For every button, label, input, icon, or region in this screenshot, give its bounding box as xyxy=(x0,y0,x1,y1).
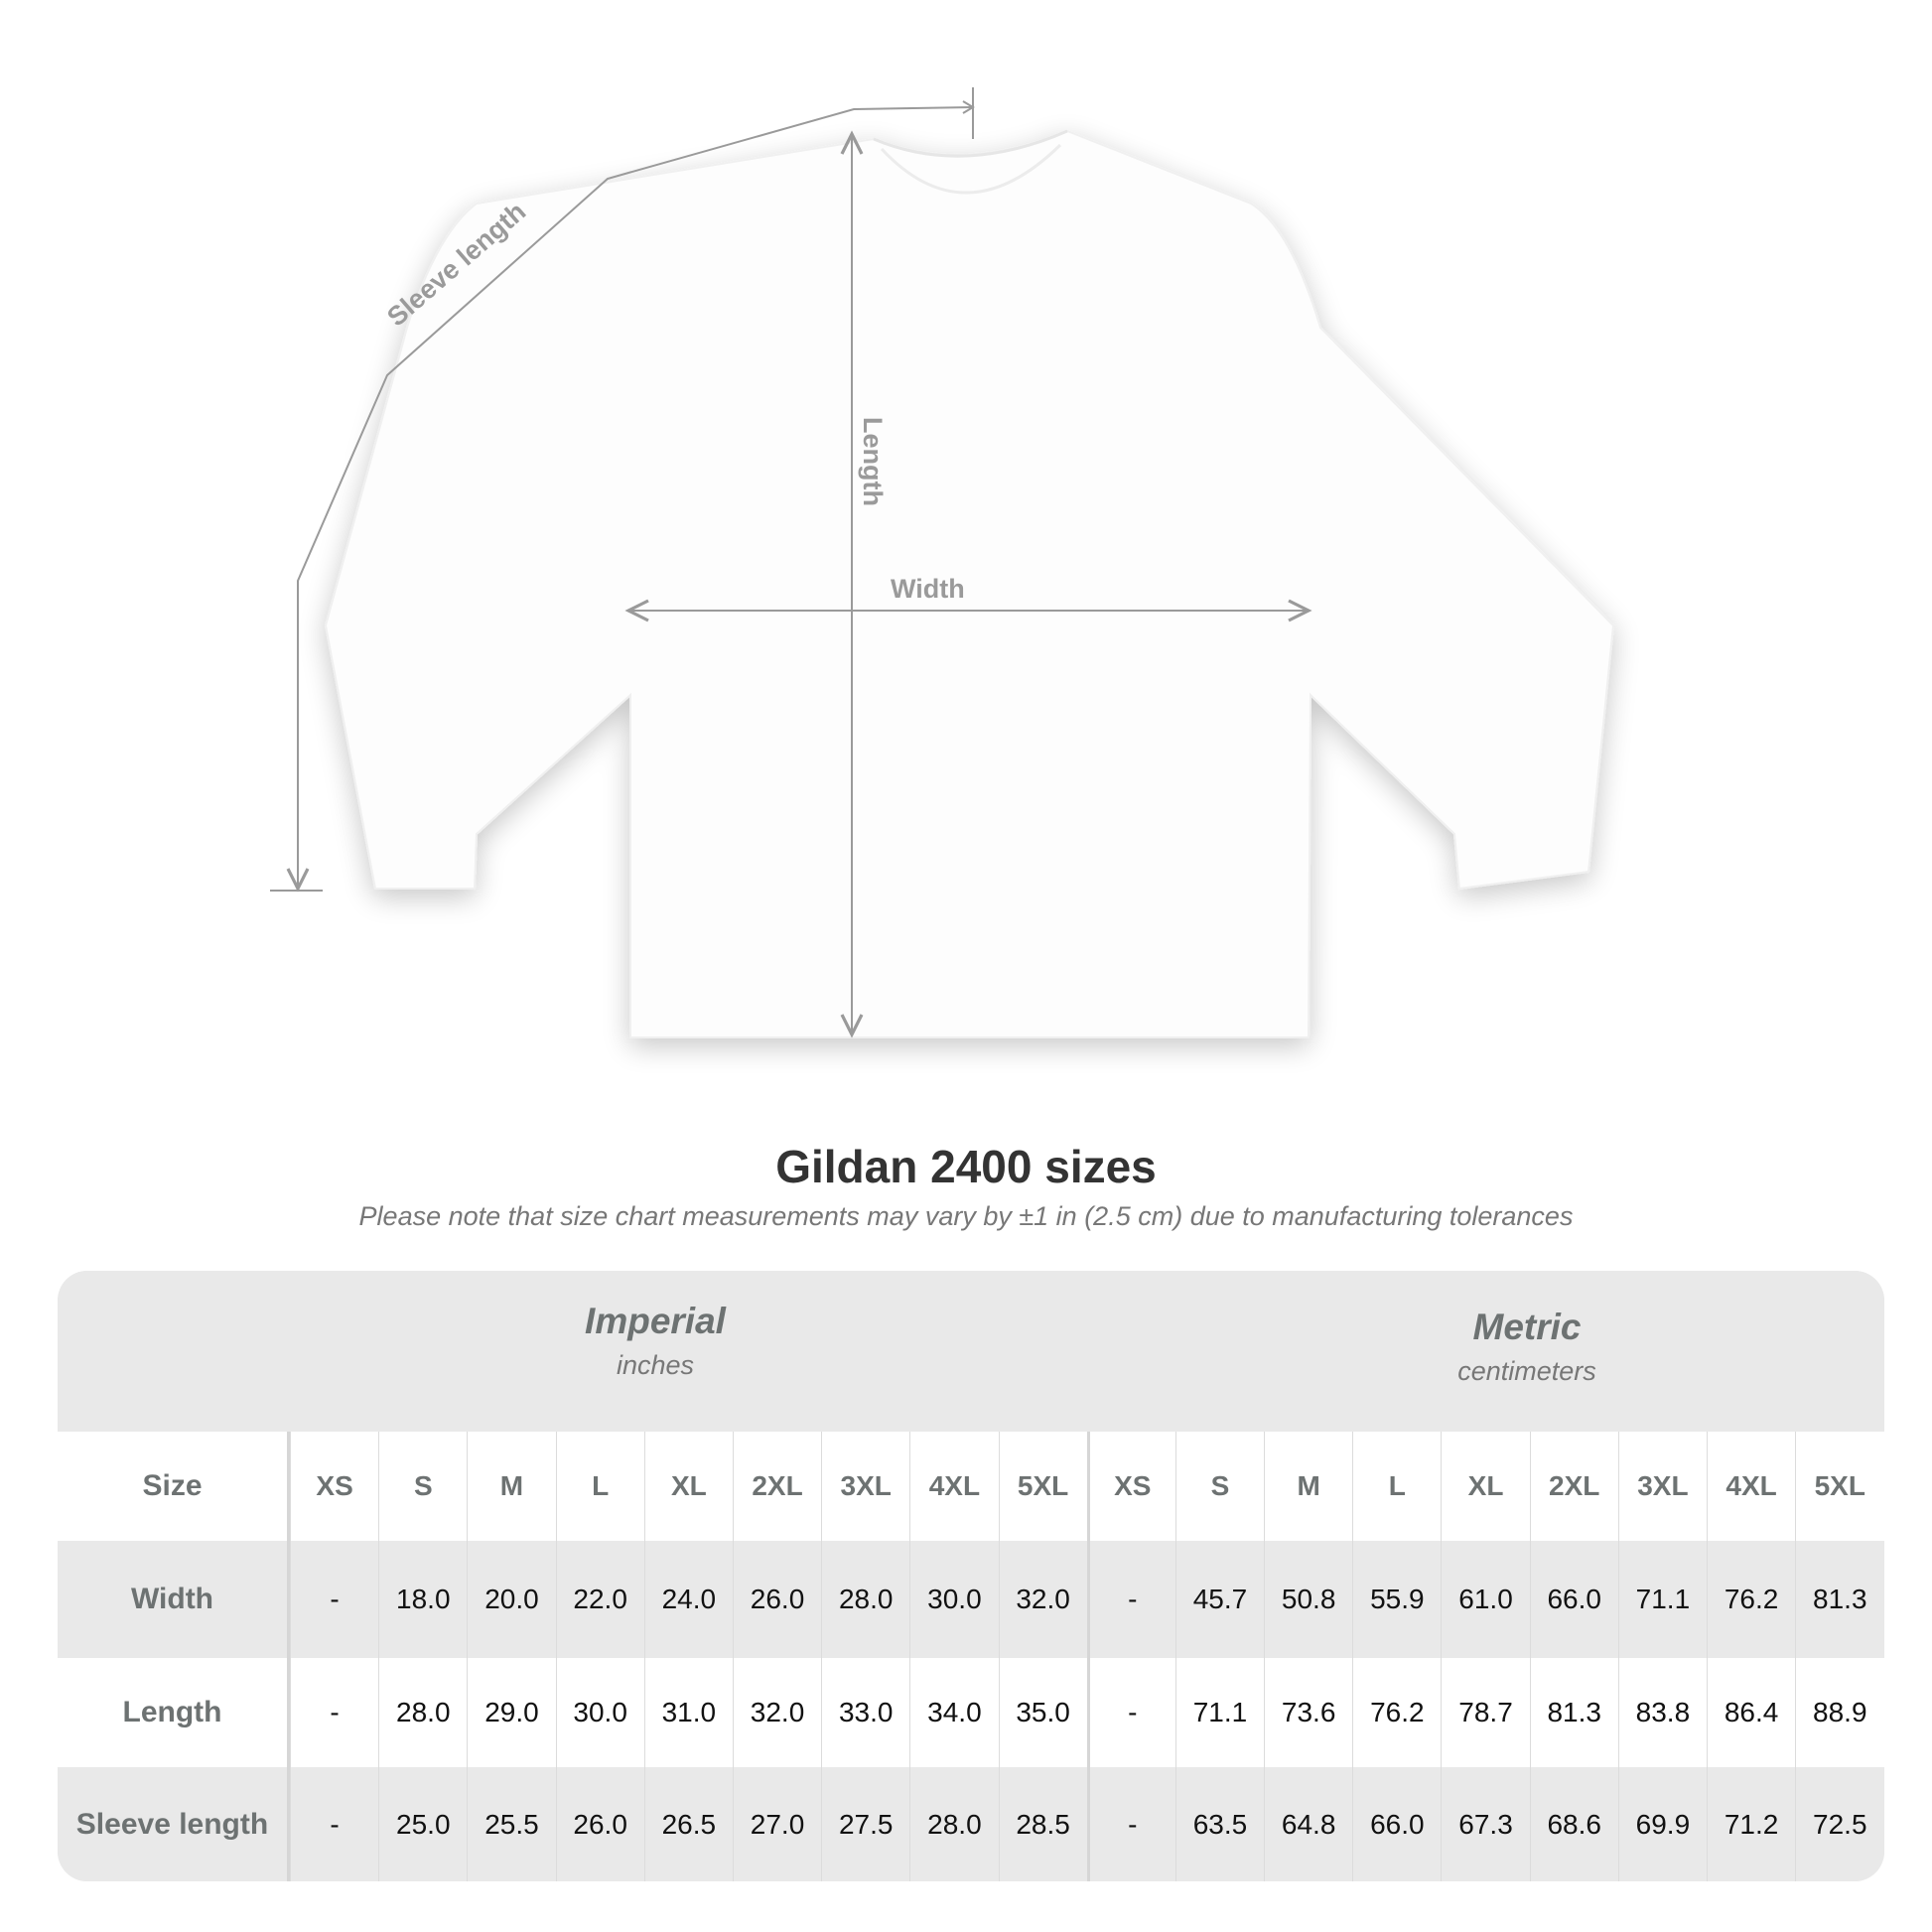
imperial-value-cell: 25.5 xyxy=(467,1767,555,1881)
metric-value-cell: 78.7 xyxy=(1441,1658,1529,1767)
imperial-value-cell: 27.0 xyxy=(732,1767,821,1881)
imperial-header: Imperial inches xyxy=(357,1301,953,1381)
imperial-value-cell: - xyxy=(290,1658,378,1767)
metric-value-cell: 66.0 xyxy=(1352,1767,1441,1881)
metric-value-cell: 73.6 xyxy=(1264,1658,1352,1767)
imperial-value-cell: 28.0 xyxy=(821,1541,909,1658)
width-label: Width xyxy=(891,574,965,604)
metric-value-cell: 66.0 xyxy=(1529,1541,1618,1658)
imperial-value-cell: 22.0 xyxy=(555,1541,644,1658)
imperial-value-cell: 33.0 xyxy=(821,1658,909,1767)
metric-size-header: XS xyxy=(1086,1432,1175,1541)
imperial-size-header: XS xyxy=(290,1432,378,1541)
metric-value-cell: 69.9 xyxy=(1617,1767,1707,1881)
length-label: Length xyxy=(858,417,888,506)
metric-value-cell: 71.1 xyxy=(1174,1658,1264,1767)
unit-header-band: Imperial inches Metric centimeters xyxy=(58,1271,1884,1432)
metric-value-cell: - xyxy=(1086,1541,1175,1658)
metric-value-cell: 68.6 xyxy=(1529,1767,1618,1881)
metric-size-header: XL xyxy=(1441,1432,1529,1541)
metric-unit: centimeters xyxy=(1457,1356,1596,1386)
imperial-value-cell: 32.0 xyxy=(732,1658,821,1767)
metric-value-cell: - xyxy=(1086,1658,1175,1767)
row-label: Length xyxy=(58,1658,290,1767)
imperial-value-cell: - xyxy=(290,1767,378,1881)
metric-value-cell: 67.3 xyxy=(1441,1767,1529,1881)
metric-value-cell: 55.9 xyxy=(1352,1541,1441,1658)
metric-value-cell: 64.8 xyxy=(1264,1767,1352,1881)
imperial-size-header: 2XL xyxy=(732,1432,821,1541)
metric-value-cell: 61.0 xyxy=(1441,1541,1529,1658)
row-label: Sleeve length xyxy=(58,1767,290,1881)
page-title: Gildan 2400 sizes xyxy=(775,1141,1157,1192)
imperial-unit: inches xyxy=(616,1350,695,1380)
metric-size-header: 4XL xyxy=(1707,1432,1795,1541)
metric-value-cell: 76.2 xyxy=(1352,1658,1441,1767)
metric-value-cell: 76.2 xyxy=(1707,1541,1795,1658)
imperial-value-cell: 27.5 xyxy=(821,1767,909,1881)
imperial-size-header: XL xyxy=(643,1432,733,1541)
metric-size-header: 3XL xyxy=(1617,1432,1707,1541)
imperial-size-header: 3XL xyxy=(821,1432,909,1541)
tolerance-note: Please note that size chart measurements… xyxy=(358,1201,1574,1231)
row-label: Size xyxy=(58,1432,290,1541)
imperial-value-cell: 24.0 xyxy=(643,1541,733,1658)
table-row: Sleeve length -25.0 25.5 26.0 26.5 27.0 27.5 28… xyxy=(58,1767,1884,1881)
imperial-value-cell: 35.0 xyxy=(998,1658,1087,1767)
imperial-size-header: M xyxy=(467,1432,555,1541)
metric-title: Metric xyxy=(1472,1307,1582,1347)
table-row: Length -28.0 29.0 30.0 31.0 32.0 33.0 34.0 35.0-… xyxy=(58,1658,1884,1767)
imperial-value-cell: 26.0 xyxy=(555,1767,644,1881)
imperial-size-header: S xyxy=(378,1432,467,1541)
metric-value-cell: 83.8 xyxy=(1617,1658,1707,1767)
metric-value-cell: 71.1 xyxy=(1617,1541,1707,1658)
imperial-value-cell: 28.5 xyxy=(998,1767,1087,1881)
metric-value-cell: 81.3 xyxy=(1795,1541,1883,1658)
imperial-value-cell: 30.0 xyxy=(909,1541,998,1658)
imperial-size-header: L xyxy=(555,1432,644,1541)
imperial-value-cell: 31.0 xyxy=(643,1658,733,1767)
imperial-value-cell: 30.0 xyxy=(555,1658,644,1767)
metric-value-cell: 71.2 xyxy=(1707,1767,1795,1881)
row-label: Width xyxy=(58,1541,290,1658)
imperial-value-cell: 28.0 xyxy=(378,1658,467,1767)
metric-value-cell: 45.7 xyxy=(1174,1541,1264,1658)
imperial-value-cell: 18.0 xyxy=(378,1541,467,1658)
imperial-value-cell: 34.0 xyxy=(909,1658,998,1767)
size-table: Imperial inches Metric centimeters Size X… xyxy=(58,1271,1884,1881)
metric-value-cell: 88.9 xyxy=(1795,1658,1883,1767)
long-sleeve-shirt xyxy=(324,129,1615,1038)
imperial-value-cell: 26.5 xyxy=(643,1767,733,1881)
imperial-value-cell: 29.0 xyxy=(467,1658,555,1767)
table-row: Width -18.0 20.0 22.0 24.0 26.0 28.0 30.0 32.0-4… xyxy=(58,1541,1884,1658)
metric-header: Metric centimeters xyxy=(1229,1307,1825,1387)
metric-value-cell: - xyxy=(1086,1767,1175,1881)
size-header-row: Size XS S M L XL 2XL 3XL 4XL 5XL XS S M L XL 2XL 3XL 4XL 5… xyxy=(58,1432,1884,1541)
metric-value-cell: 63.5 xyxy=(1174,1767,1264,1881)
metric-value-cell: 72.5 xyxy=(1795,1767,1883,1881)
imperial-value-cell: 20.0 xyxy=(467,1541,555,1658)
shirt-diagram: Sleeve length Length Width xyxy=(270,87,1615,1038)
imperial-value-cell: 32.0 xyxy=(998,1541,1087,1658)
sleeve-length-line xyxy=(286,106,974,893)
imperial-value-cell: 28.0 xyxy=(909,1767,998,1881)
metric-value-cell: 81.3 xyxy=(1529,1658,1618,1767)
metric-size-header: 2XL xyxy=(1529,1432,1618,1541)
imperial-value-cell: - xyxy=(290,1541,378,1658)
imperial-title: Imperial xyxy=(585,1301,726,1341)
metric-size-header: S xyxy=(1174,1432,1264,1541)
metric-size-header: 5XL xyxy=(1795,1432,1883,1541)
metric-size-header: M xyxy=(1264,1432,1352,1541)
imperial-value-cell: 25.0 xyxy=(378,1767,467,1881)
metric-value-cell: 50.8 xyxy=(1264,1541,1352,1658)
dimension-lines xyxy=(270,87,1312,1038)
imperial-value-cell: 26.0 xyxy=(732,1541,821,1658)
metric-value-cell: 86.4 xyxy=(1707,1658,1795,1767)
imperial-size-header: 5XL xyxy=(998,1432,1087,1541)
metric-size-header: L xyxy=(1352,1432,1441,1541)
imperial-size-header: 4XL xyxy=(909,1432,998,1541)
